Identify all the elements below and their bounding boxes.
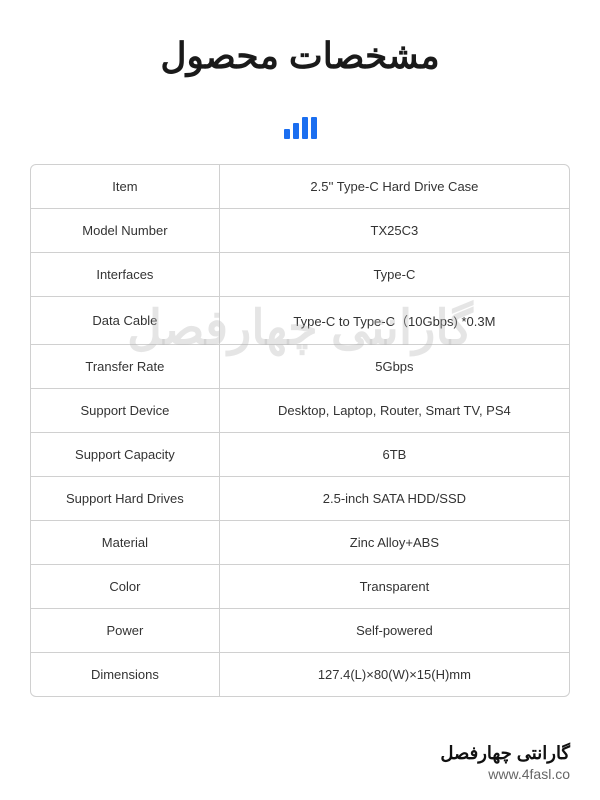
spec-table: Item2.5'' Type-C Hard Drive CaseModel Nu… (31, 165, 569, 696)
bar-4 (311, 117, 317, 139)
header: مشخصات محصول (0, 0, 600, 97)
spec-label: Power (31, 609, 219, 653)
footer-url: www.4fasl.co (440, 766, 570, 782)
spec-value: 5Gbps (219, 345, 569, 389)
spec-value: 2.5'' Type-C Hard Drive Case (219, 165, 569, 209)
spec-value: 127.4(L)×80(W)×15(H)mm (219, 653, 569, 697)
spec-label: Model Number (31, 209, 219, 253)
table-row: Dimensions127.4(L)×80(W)×15(H)mm (31, 653, 569, 697)
spec-label: Dimensions (31, 653, 219, 697)
spec-label: Item (31, 165, 219, 209)
table-row: Support DeviceDesktop, Laptop, Router, S… (31, 389, 569, 433)
signal-bars-icon (0, 117, 600, 139)
footer: گارانتی چهارفصل www.4fasl.co (440, 743, 570, 782)
spec-value: Type-C (219, 253, 569, 297)
spec-value: Zinc Alloy+ABS (219, 521, 569, 565)
table-row: MaterialZinc Alloy+ABS (31, 521, 569, 565)
spec-value: 2.5-inch SATA HDD/SSD (219, 477, 569, 521)
table-row: Data CableType-C to Type-C（10Gbps) *0.3M (31, 297, 569, 345)
table-row: PowerSelf-powered (31, 609, 569, 653)
spec-value: Transparent (219, 565, 569, 609)
table-row: InterfacesType-C (31, 253, 569, 297)
spec-table-container: Item2.5'' Type-C Hard Drive CaseModel Nu… (30, 164, 570, 697)
bar-3 (302, 117, 308, 139)
table-row: Support Hard Drives2.5-inch SATA HDD/SSD (31, 477, 569, 521)
spec-label: Support Capacity (31, 433, 219, 477)
table-row: Support Capacity6TB (31, 433, 569, 477)
spec-label: Data Cable (31, 297, 219, 345)
table-row: ColorTransparent (31, 565, 569, 609)
spec-value: TX25C3 (219, 209, 569, 253)
table-row: Item2.5'' Type-C Hard Drive Case (31, 165, 569, 209)
spec-label: Transfer Rate (31, 345, 219, 389)
table-row: Model NumberTX25C3 (31, 209, 569, 253)
spec-value: Desktop, Laptop, Router, Smart TV, PS4 (219, 389, 569, 433)
table-row: Transfer Rate5Gbps (31, 345, 569, 389)
page-title: مشخصات محصول (0, 35, 600, 77)
bar-1 (284, 129, 290, 139)
spec-value: Self-powered (219, 609, 569, 653)
spec-value: Type-C to Type-C（10Gbps) *0.3M (219, 297, 569, 345)
spec-label: Support Hard Drives (31, 477, 219, 521)
spec-label: Material (31, 521, 219, 565)
bar-2 (293, 123, 299, 139)
spec-label: Color (31, 565, 219, 609)
spec-label: Support Device (31, 389, 219, 433)
spec-label: Interfaces (31, 253, 219, 297)
spec-value: 6TB (219, 433, 569, 477)
footer-brand: گارانتی چهارفصل (440, 743, 570, 764)
